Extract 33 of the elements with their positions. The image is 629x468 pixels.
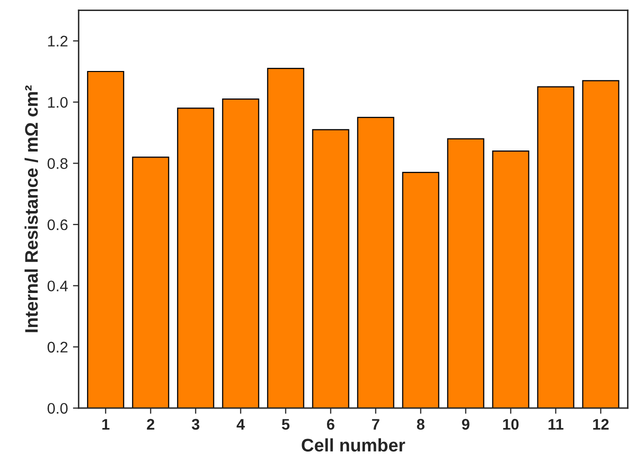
y-tick-label: 1.2 <box>48 36 68 46</box>
x-axis-title: Cell number <box>302 438 406 452</box>
bar <box>447 138 484 408</box>
bar <box>177 108 214 408</box>
y-axis-title: Internal Resistance / mΩ cm² <box>24 85 38 332</box>
x-tick-label: 2 <box>146 418 154 430</box>
x-tick-label: 10 <box>503 418 519 430</box>
x-tick-label: 8 <box>416 418 424 430</box>
y-tick-label: 0.2 <box>48 342 68 353</box>
bar <box>132 156 170 408</box>
bar <box>267 68 304 408</box>
x-tick-label: 11 <box>548 419 564 430</box>
x-tick-label: 5 <box>282 419 290 430</box>
bar <box>402 172 440 408</box>
y-tick-label: 1.0 <box>48 96 68 108</box>
bar <box>492 150 530 408</box>
y-tick-label: 0.4 <box>48 280 68 292</box>
bar <box>357 116 394 408</box>
x-tick-label: 1 <box>102 419 110 430</box>
x-tick-label: 9 <box>462 418 470 430</box>
x-tick-label: 6 <box>326 418 334 430</box>
bar <box>222 98 260 408</box>
y-tick-label: 0.0 <box>48 402 68 414</box>
bar <box>537 86 574 408</box>
x-tick-label: 3 <box>192 418 200 430</box>
bar <box>582 80 620 408</box>
x-tick-label: 12 <box>593 418 609 430</box>
x-tick-label: 7 <box>372 419 380 430</box>
y-tick-label: 0.6 <box>48 219 68 230</box>
bar <box>312 129 350 408</box>
y-tick-label: 0.8 <box>48 158 68 169</box>
bar <box>87 70 124 408</box>
x-tick-label: 4 <box>236 419 245 430</box>
